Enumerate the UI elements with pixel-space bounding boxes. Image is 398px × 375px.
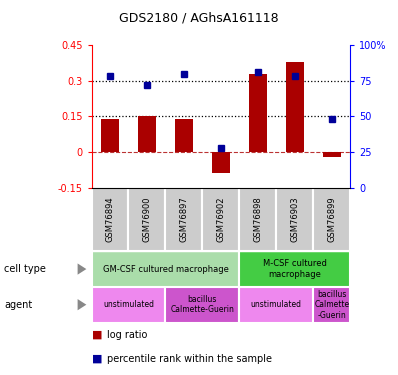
Bar	[276, 188, 313, 251]
Bar	[101, 118, 119, 152]
Text: GSM76899: GSM76899	[327, 196, 336, 242]
Bar	[166, 287, 239, 322]
Text: ■: ■	[92, 354, 102, 364]
Text: GSM76897: GSM76897	[179, 196, 188, 242]
Text: GM-CSF cultured macrophage: GM-CSF cultured macrophage	[103, 265, 228, 274]
Text: ■: ■	[92, 330, 102, 340]
Text: cell type: cell type	[4, 264, 46, 274]
Bar	[92, 287, 166, 322]
Bar	[212, 152, 230, 173]
Bar	[313, 188, 350, 251]
Text: GSM76903: GSM76903	[290, 196, 299, 242]
Text: percentile rank within the sample: percentile rank within the sample	[107, 354, 273, 364]
Text: unstimulated: unstimulated	[251, 300, 302, 309]
Bar	[322, 152, 341, 157]
Bar	[138, 116, 156, 152]
Text: GSM76900: GSM76900	[142, 196, 152, 242]
Text: M-CSF cultured
macrophage: M-CSF cultured macrophage	[263, 260, 327, 279]
Text: GSM76894: GSM76894	[105, 196, 115, 242]
Bar	[313, 287, 350, 322]
Text: GDS2180 / AGhsA161118: GDS2180 / AGhsA161118	[119, 11, 279, 24]
Bar	[249, 74, 267, 152]
Polygon shape	[78, 263, 86, 274]
Text: bacillus
Calmette-Guerin: bacillus Calmette-Guerin	[170, 295, 234, 314]
Bar	[239, 287, 313, 322]
Bar	[92, 188, 129, 251]
Bar	[175, 118, 193, 152]
Text: GSM76902: GSM76902	[217, 196, 225, 242]
Bar	[239, 251, 350, 287]
Text: agent: agent	[4, 300, 32, 310]
Bar	[286, 62, 304, 152]
Bar	[239, 188, 276, 251]
Polygon shape	[78, 299, 86, 310]
Bar	[129, 188, 166, 251]
Bar	[166, 188, 203, 251]
Text: GSM76898: GSM76898	[254, 196, 262, 242]
Bar	[203, 188, 239, 251]
Text: bacillus
Calmette
-Guerin: bacillus Calmette -Guerin	[314, 290, 349, 320]
Bar	[92, 251, 239, 287]
Text: unstimulated: unstimulated	[103, 300, 154, 309]
Text: log ratio: log ratio	[107, 330, 148, 340]
